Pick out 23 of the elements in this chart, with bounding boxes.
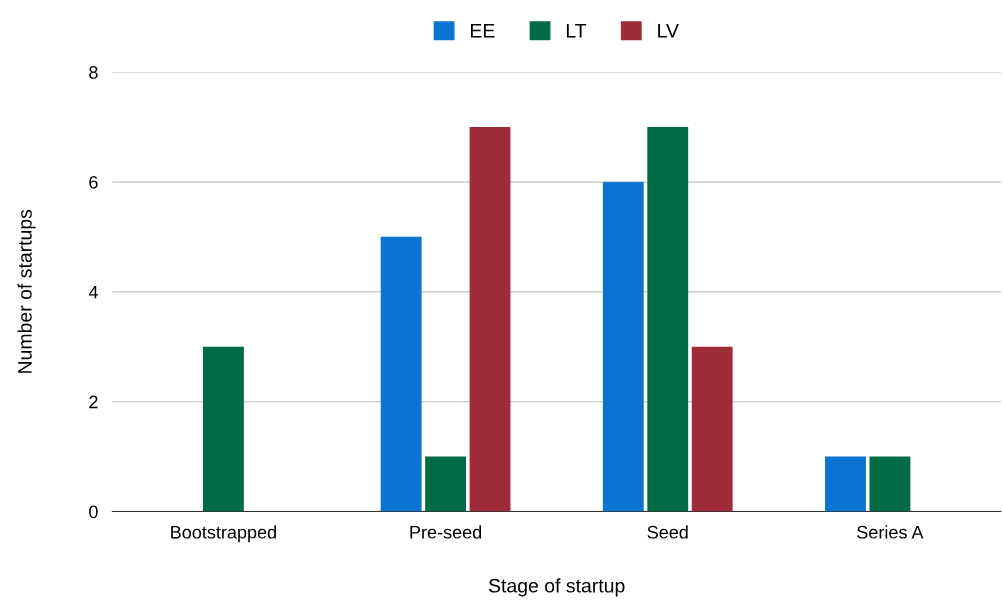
x-tick-label: Bootstrapped — [171, 525, 276, 543]
bar — [647, 127, 689, 512]
bar — [380, 236, 422, 512]
bar — [869, 456, 911, 512]
bar — [202, 346, 244, 512]
legend-label: LT — [566, 24, 587, 38]
bar — [425, 456, 467, 512]
y-tick-label: 4 — [88, 285, 98, 299]
y-tick-label: 6 — [89, 175, 98, 189]
legend-label: LV — [658, 24, 679, 38]
bar — [469, 127, 511, 512]
x-tick-label: Series A — [857, 525, 924, 539]
y-axis-title: Number of startups — [17, 209, 36, 373]
x-tick-label: Seed — [647, 525, 688, 539]
y-tick-label: 0 — [89, 505, 98, 519]
bar — [691, 346, 733, 512]
legend-label: EE — [470, 24, 495, 38]
bar — [825, 456, 866, 512]
y-tick-label: 8 — [89, 66, 98, 79]
y-tick-label: 2 — [89, 395, 98, 409]
bar — [602, 181, 644, 512]
x-tick-label: Pre-seed — [410, 525, 482, 539]
x-axis-title: Stage of startup — [488, 578, 625, 597]
